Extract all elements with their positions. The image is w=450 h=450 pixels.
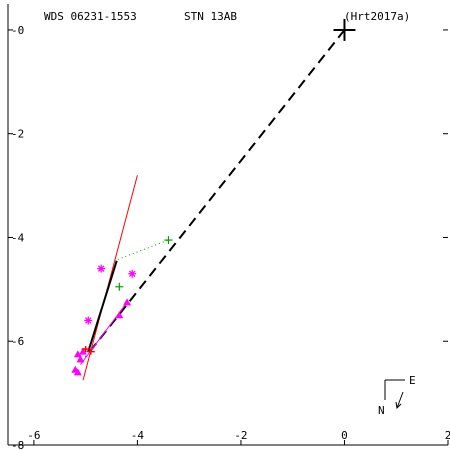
triangle-point: [73, 350, 82, 358]
compass-north-label: N: [378, 404, 385, 417]
green-dotted-line: [113, 239, 169, 262]
compass-east-label: E: [409, 374, 416, 387]
y-tick-label: -8: [11, 439, 24, 450]
star-stroke: [128, 270, 136, 278]
plus-point: [164, 236, 173, 245]
triangle-point: [73, 368, 82, 376]
motion-arrowhead-icon: [395, 401, 402, 410]
x-tick-label: 0: [341, 429, 348, 442]
header-wds-label: WDS 06231-1553: [44, 10, 137, 23]
cross-point: [86, 348, 95, 355]
cross-point: [81, 346, 90, 353]
triangle-point: [79, 347, 88, 355]
magenta-fit-line: [80, 302, 128, 365]
header-station-label: STN 13AB: [184, 10, 237, 23]
y-tick-label: -0: [11, 24, 24, 37]
y-tick-label: -4: [11, 231, 25, 244]
triangle-shape: [79, 347, 88, 355]
observation-markers: [71, 236, 173, 376]
axis-ticks: -6 -4 -2 0 2-0-2-4-6-8: [8, 24, 450, 450]
y-tick-label: -6: [11, 335, 24, 348]
triangle-point: [76, 355, 85, 363]
black-motion-segment: [87, 260, 118, 352]
triangle-shape: [73, 350, 82, 358]
compass-rose: E N: [378, 374, 416, 417]
star-point: [84, 316, 93, 325]
triangle-shape: [76, 355, 85, 363]
motion-arrow-icon: [396, 391, 404, 409]
fit-lines: [80, 18, 356, 381]
triangle-shape: [115, 311, 124, 319]
x-tick-label: -6: [27, 429, 40, 442]
star-stroke: [97, 265, 105, 272]
x-tick-label: 2: [445, 429, 450, 442]
dashed-orbit-line: [84, 29, 346, 358]
star-point: [97, 264, 106, 273]
y-tick-label: -2: [11, 128, 24, 141]
red-fit-line: [82, 175, 138, 381]
triangle-point: [115, 311, 124, 319]
x-tick-label: -4: [131, 429, 145, 442]
x-tick-label: -2: [234, 429, 247, 442]
triangle-point: [123, 298, 132, 306]
triangle-shape: [73, 368, 82, 376]
triangle-shape: [123, 298, 132, 306]
header-reference-label: (Hrt2017a): [344, 10, 410, 23]
star-point: [128, 269, 137, 278]
star-stroke: [84, 317, 92, 324]
plus-point: [115, 282, 124, 291]
